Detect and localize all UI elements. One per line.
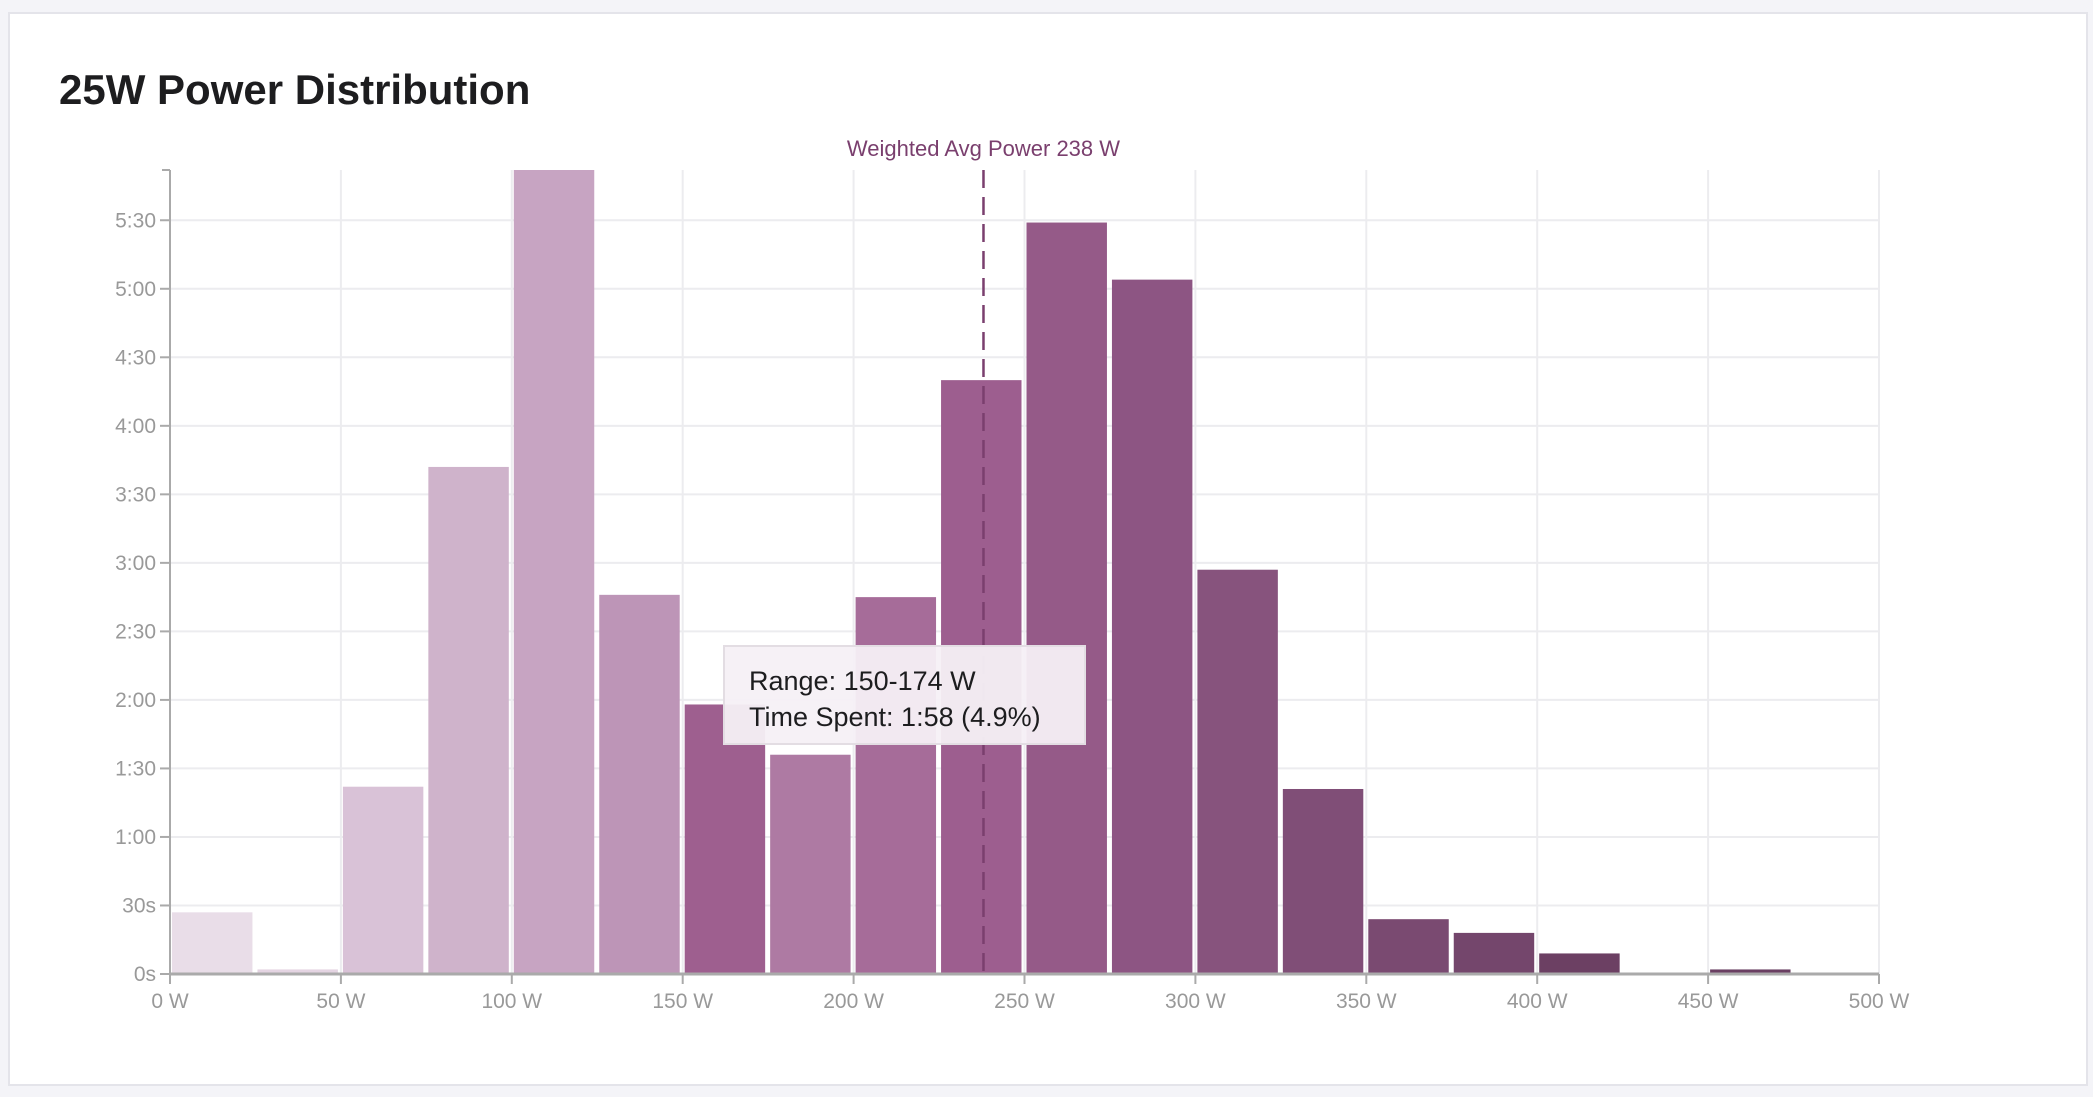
y-tick-label: 5:00	[115, 278, 156, 301]
y-tick-label: 2:00	[115, 689, 156, 712]
avg-power-label: Weighted Avg Power 238 W	[847, 136, 1120, 161]
avg-power-annotation: Weighted Avg Power 238 W	[847, 136, 1120, 974]
y-tick-label: 3:00	[115, 552, 156, 575]
x-tick-label: 450 W	[1678, 990, 1739, 1013]
chart-title: 25W Power Distribution	[59, 66, 531, 113]
tooltip-range: Range: 150-174 W	[749, 666, 976, 696]
x-tick-label: 500 W	[1849, 990, 1910, 1013]
bar-150-174[interactable]	[684, 704, 766, 974]
bar-400-424[interactable]	[1539, 953, 1620, 974]
bar-75-99[interactable]	[428, 466, 509, 974]
y-tick-label: 3:30	[115, 483, 156, 506]
bar-175-199[interactable]	[770, 754, 851, 974]
bar-125-149[interactable]	[599, 594, 680, 974]
x-tick-label: 0 W	[151, 990, 189, 1013]
bar-450-474[interactable]	[1710, 969, 1791, 974]
bar-250-274[interactable]	[1026, 222, 1107, 975]
axes: 0 W 50 W 100 W 150 W 200 W 250 W 300 W 350 W 400…	[115, 169, 1910, 1013]
bar-0-24[interactable]	[172, 912, 253, 974]
y-tick-label: 30s	[122, 894, 156, 917]
y-tick-label: 0s	[134, 963, 156, 986]
bar-275-299[interactable]	[1111, 279, 1193, 974]
bar-50-74[interactable]	[342, 786, 424, 974]
x-tick-label: 400 W	[1507, 990, 1568, 1013]
x-tick-label: 200 W	[823, 990, 884, 1013]
x-tick-label: 350 W	[1336, 990, 1397, 1013]
y-tick-label: 2:30	[115, 620, 156, 643]
bar-tooltip: Range: 150-174 W Time Spent: 1:58 (4.9%)	[723, 645, 1086, 745]
y-tick-label: 5:30	[115, 209, 156, 232]
x-tick-label: 250 W	[994, 990, 1055, 1013]
x-tick-label: 100 W	[481, 990, 542, 1013]
y-tick-label: 4:30	[115, 346, 156, 369]
y-tick-label: 1:30	[115, 757, 156, 780]
y-tick-label: 4:00	[115, 415, 156, 438]
y-tick-label: 1:00	[115, 826, 156, 849]
bar-25-49[interactable]	[257, 969, 338, 974]
bar-100-124[interactable]	[513, 170, 595, 974]
x-tick-label: 150 W	[652, 990, 713, 1013]
grid-lines	[170, 170, 1880, 974]
tooltip-time-spent: Time Spent: 1:58 (4.9%)	[749, 702, 1041, 732]
bar-375-399[interactable]	[1453, 932, 1535, 974]
x-tick-label: 300 W	[1165, 990, 1226, 1013]
bars	[172, 170, 1791, 975]
bar-350-374[interactable]	[1368, 919, 1449, 974]
bar-325-349[interactable]	[1282, 788, 1364, 974]
bar-300-324[interactable]	[1197, 569, 1278, 974]
x-tick-label: 50 W	[316, 990, 365, 1013]
